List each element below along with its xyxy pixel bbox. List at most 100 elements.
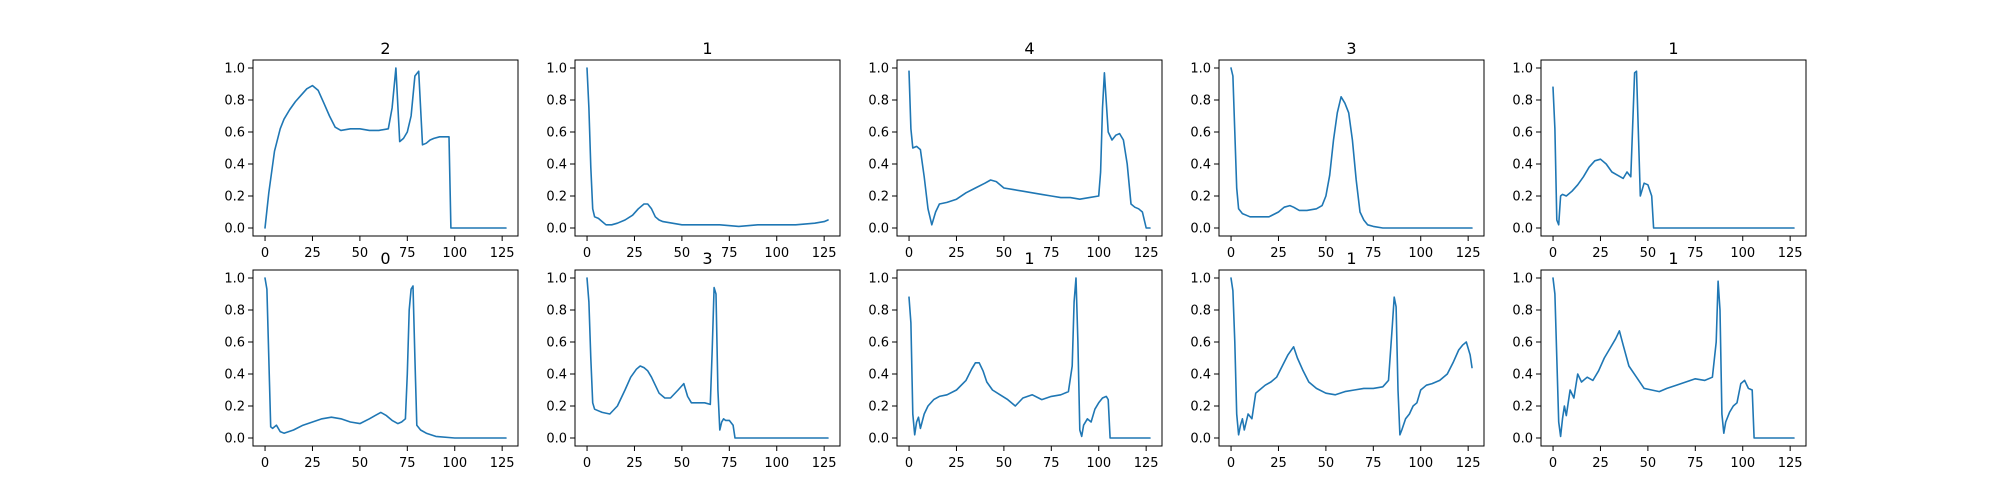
x-tick-label: 125	[1778, 456, 1803, 471]
series-line	[586, 67, 829, 228]
y-tick-label: 1.0	[868, 62, 889, 77]
subplot-title: 1	[1346, 249, 1356, 268]
x-tick-label: 25	[626, 456, 643, 471]
x-tick-label: 125	[812, 246, 837, 261]
x-tick-label: 100	[1730, 456, 1755, 471]
subplot-title: 3	[1346, 39, 1356, 58]
y-tick-label: 0.0	[546, 222, 567, 237]
series-line	[1230, 277, 1473, 436]
x-tick-label: 75	[721, 246, 738, 261]
y-tick-label: 0.6	[1190, 336, 1211, 351]
x-tick-label: 50	[1640, 456, 1657, 471]
subplot-title: 1	[1668, 39, 1678, 58]
x-tick-label: 75	[1687, 456, 1704, 471]
y-tick-label: 0.6	[868, 126, 889, 141]
x-tick-label: 50	[674, 246, 691, 261]
x-tick-label: 0	[583, 456, 591, 471]
y-tick-label: 0.8	[224, 94, 245, 109]
y-tick-label: 0.6	[546, 126, 567, 141]
x-tick-label: 0	[1549, 456, 1557, 471]
subplot-title: 0	[380, 249, 390, 268]
subplot-title: 4	[1024, 39, 1034, 58]
y-tick-label: 0.2	[1512, 400, 1533, 415]
x-tick-label: 125	[1134, 456, 1159, 471]
x-tick-label: 50	[674, 456, 691, 471]
y-tick-label: 0.8	[1190, 94, 1211, 109]
y-tick-label: 1.0	[224, 272, 245, 287]
x-tick-label: 75	[1365, 246, 1382, 261]
x-tick-label: 125	[490, 456, 515, 471]
x-tick-label: 125	[1134, 246, 1159, 261]
x-tick-label: 0	[1227, 456, 1235, 471]
x-tick-label: 100	[442, 456, 467, 471]
x-tick-label: 25	[304, 456, 321, 471]
x-tick-label: 25	[1592, 456, 1609, 471]
y-tick-label: 0.6	[868, 336, 889, 351]
x-tick-label: 50	[1318, 246, 1335, 261]
y-tick-label: 0.2	[1190, 190, 1211, 205]
subplot-title: 2	[380, 39, 390, 58]
x-tick-label: 25	[948, 456, 965, 471]
axes-frame	[252, 269, 519, 447]
subplot-title: 3	[702, 249, 712, 268]
x-tick-label: 100	[1730, 246, 1755, 261]
y-tick-label: 0.4	[1190, 368, 1211, 383]
y-tick-label: 1.0	[1190, 272, 1211, 287]
y-tick-label: 0.4	[1512, 368, 1533, 383]
x-tick-label: 75	[399, 456, 416, 471]
x-tick-label: 100	[442, 246, 467, 261]
y-tick-label: 0.4	[224, 158, 245, 173]
x-tick-label: 0	[905, 456, 913, 471]
x-tick-label: 125	[812, 456, 837, 471]
series-line	[908, 70, 1151, 229]
series-line	[1230, 67, 1473, 229]
x-tick-label: 50	[1640, 246, 1657, 261]
y-tick-label: 1.0	[546, 62, 567, 77]
x-tick-label: 125	[1456, 246, 1481, 261]
axes-frame	[574, 59, 841, 237]
y-tick-label: 0.2	[1190, 400, 1211, 415]
y-tick-label: 0.2	[1512, 190, 1533, 205]
axes-frame	[252, 59, 519, 237]
y-tick-label: 0.0	[224, 222, 245, 237]
y-tick-label: 0.2	[868, 400, 889, 415]
x-tick-label: 25	[626, 246, 643, 261]
x-tick-label: 50	[996, 456, 1013, 471]
y-tick-label: 0.0	[546, 432, 567, 447]
y-tick-label: 0.0	[868, 222, 889, 237]
y-tick-label: 0.2	[224, 190, 245, 205]
y-tick-label: 0.8	[1512, 94, 1533, 109]
y-tick-label: 0.2	[224, 400, 245, 415]
x-tick-label: 100	[764, 246, 789, 261]
x-tick-label: 75	[1365, 456, 1382, 471]
y-tick-label: 0.8	[1190, 304, 1211, 319]
y-tick-label: 1.0	[546, 272, 567, 287]
y-tick-label: 0.2	[868, 190, 889, 205]
x-tick-label: 25	[1270, 456, 1287, 471]
series-line	[264, 277, 507, 439]
axes-frame	[574, 269, 841, 447]
x-tick-label: 25	[948, 246, 965, 261]
series-line	[908, 277, 1151, 439]
x-tick-label: 100	[1408, 456, 1433, 471]
x-tick-label: 75	[721, 456, 738, 471]
y-tick-label: 0.8	[1512, 304, 1533, 319]
y-tick-label: 0.0	[1190, 222, 1211, 237]
y-tick-label: 1.0	[224, 62, 245, 77]
y-tick-label: 0.0	[1190, 432, 1211, 447]
y-tick-label: 1.0	[1190, 62, 1211, 77]
y-tick-label: 0.4	[546, 158, 567, 173]
x-tick-label: 50	[1318, 456, 1335, 471]
x-tick-label: 125	[1778, 246, 1803, 261]
y-tick-label: 0.8	[224, 304, 245, 319]
subplot-title: 1	[1668, 249, 1678, 268]
subplot-9: 0 25 50 75 100 125 0.0 0.2 0.4 0.6 0.8 1.0 1	[1190, 249, 1485, 471]
y-tick-label: 0.8	[546, 94, 567, 109]
y-tick-label: 0.4	[546, 368, 567, 383]
x-tick-label: 0	[261, 456, 269, 471]
x-tick-label: 0	[583, 246, 591, 261]
y-tick-label: 0.0	[224, 432, 245, 447]
series-line	[264, 67, 507, 229]
y-tick-label: 0.4	[1512, 158, 1533, 173]
x-tick-label: 75	[399, 246, 416, 261]
